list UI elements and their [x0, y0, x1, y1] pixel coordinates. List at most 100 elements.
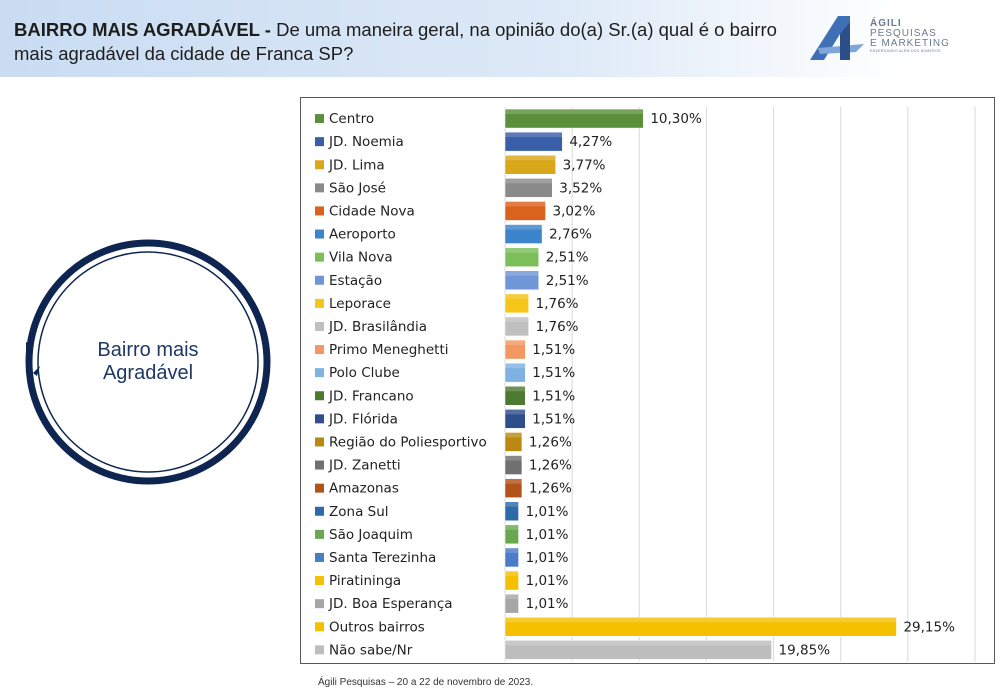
data-label: 4,27% — [569, 134, 612, 150]
circle-label: Bairro mais Agradável — [22, 236, 274, 488]
bar-highlight — [505, 524, 519, 530]
legend-swatch — [315, 645, 324, 655]
bar-highlight — [505, 571, 519, 577]
bar — [504, 501, 519, 521]
header-banner: BAIRRO MAIS AGRADÁVEL - De uma maneira g… — [0, 0, 1006, 77]
data-label: 1,01% — [526, 504, 569, 520]
bar-chart-svg: Centro 10,30% JD. Noemia 4,27% JD. Lima 3,77%… — [315, 107, 976, 662]
bar — [504, 316, 529, 337]
data-label: 1,76% — [536, 296, 579, 312]
legend-swatch — [315, 229, 324, 239]
bar — [504, 339, 526, 360]
bar-chart: Centro 10,30% JD. Noemia 4,27% JD. Lima 3,77%… — [300, 97, 995, 664]
legend-swatch — [315, 599, 324, 609]
bar — [504, 386, 526, 406]
legend-swatch — [315, 414, 324, 424]
legend-swatch — [315, 622, 324, 632]
legend-swatch — [315, 552, 324, 562]
bar-highlight — [505, 478, 522, 484]
data-label: 1,51% — [532, 411, 575, 427]
logo-line-1: ÁGILI — [870, 18, 902, 29]
legend-swatch — [315, 345, 324, 355]
data-label: 1,51% — [532, 388, 575, 404]
legend-label: JD. Zanetti — [328, 458, 401, 474]
legend-label: Outros bairros — [329, 619, 425, 635]
data-label: 1,26% — [529, 458, 572, 474]
data-label: 3,77% — [563, 157, 606, 173]
data-label: 29,15% — [903, 619, 955, 635]
bar-highlight — [505, 132, 563, 138]
logo-mark-icon — [810, 16, 864, 60]
legend-label: Aeroporto — [329, 227, 396, 243]
legend-swatch — [315, 483, 324, 493]
bar-highlight — [505, 640, 772, 646]
circle-ring-icon — [25, 239, 271, 485]
data-label: 1,26% — [529, 481, 572, 497]
legend-label: Estação — [329, 273, 382, 289]
legend-label: JD. Boa Esperança — [328, 596, 453, 612]
legend-swatch — [315, 368, 324, 378]
bar-highlight — [505, 247, 539, 253]
bar — [504, 409, 526, 429]
bar — [504, 570, 519, 591]
data-label: 1,26% — [529, 434, 572, 450]
bar-highlight — [505, 316, 529, 322]
legend-label: Polo Clube — [329, 365, 400, 381]
legend-swatch — [315, 206, 324, 216]
circle-label-text: Bairro mais Agradável — [97, 339, 199, 384]
footer-source: Ágili Pesquisas – 20 a 22 de novembro de… — [318, 677, 534, 688]
logo-tagline: ENXERGANDO ALÉM DOS NÚMEROS — [870, 49, 941, 53]
bar — [504, 247, 539, 267]
data-label: 10,30% — [650, 111, 702, 127]
bar — [504, 131, 563, 152]
bar-highlight — [505, 109, 644, 115]
bar — [504, 455, 523, 475]
legend-label: JD. Flórida — [328, 411, 398, 427]
bar — [504, 224, 543, 244]
bar-highlight — [505, 155, 556, 161]
data-label: 1,51% — [532, 365, 575, 381]
bar-highlight — [505, 270, 539, 276]
bar-highlight — [505, 594, 519, 600]
data-label: 3,02% — [553, 203, 596, 219]
legend-swatch — [315, 529, 324, 539]
legend-label: Região do Poliesportivo — [329, 434, 487, 450]
title-question: De uma maneira geral, na opinião do(a) S… — [14, 19, 777, 64]
data-label: 1,01% — [526, 573, 569, 589]
bar-highlight — [505, 501, 519, 507]
bar — [504, 593, 519, 614]
logo-line-3: E MARKETING — [870, 38, 950, 49]
data-label: 1,51% — [532, 342, 575, 358]
legend-swatch — [315, 576, 324, 586]
bar — [504, 524, 519, 545]
bar — [504, 617, 897, 637]
bar-highlight — [505, 432, 522, 438]
company-logo: ÁGILI PESQUISAS E MARKETING ENXERGANDO A… — [808, 14, 998, 66]
legend-swatch — [315, 160, 324, 170]
legend-swatch — [315, 114, 324, 124]
legend-swatch — [315, 437, 324, 447]
bar — [504, 201, 546, 221]
legend-swatch — [315, 391, 324, 401]
data-label: 1,76% — [536, 319, 579, 335]
legend-swatch — [315, 298, 324, 308]
bar-highlight — [505, 386, 526, 392]
bar-highlight — [505, 363, 526, 369]
legend-swatch — [315, 137, 324, 147]
bar — [504, 362, 526, 383]
page-title: BAIRRO MAIS AGRADÁVEL - De uma maneira g… — [14, 18, 804, 66]
data-label: 1,01% — [526, 550, 569, 566]
bar — [504, 155, 556, 175]
logo-wordmark: ÁGILI PESQUISAS E MARKETING ENXERGANDO A… — [870, 19, 950, 54]
legend-label: Não sabe/Nr — [329, 642, 413, 658]
data-label: 1,01% — [526, 596, 569, 612]
data-label: 2,76% — [549, 227, 592, 243]
bar — [504, 293, 529, 314]
legend-swatch — [315, 460, 324, 470]
legend-label: Santa Terezinha — [329, 550, 436, 566]
bar — [504, 270, 539, 290]
bar-highlight — [505, 340, 526, 346]
bar-highlight — [505, 224, 543, 230]
bar-highlight — [505, 178, 553, 184]
legend-label: Centro — [329, 111, 374, 127]
